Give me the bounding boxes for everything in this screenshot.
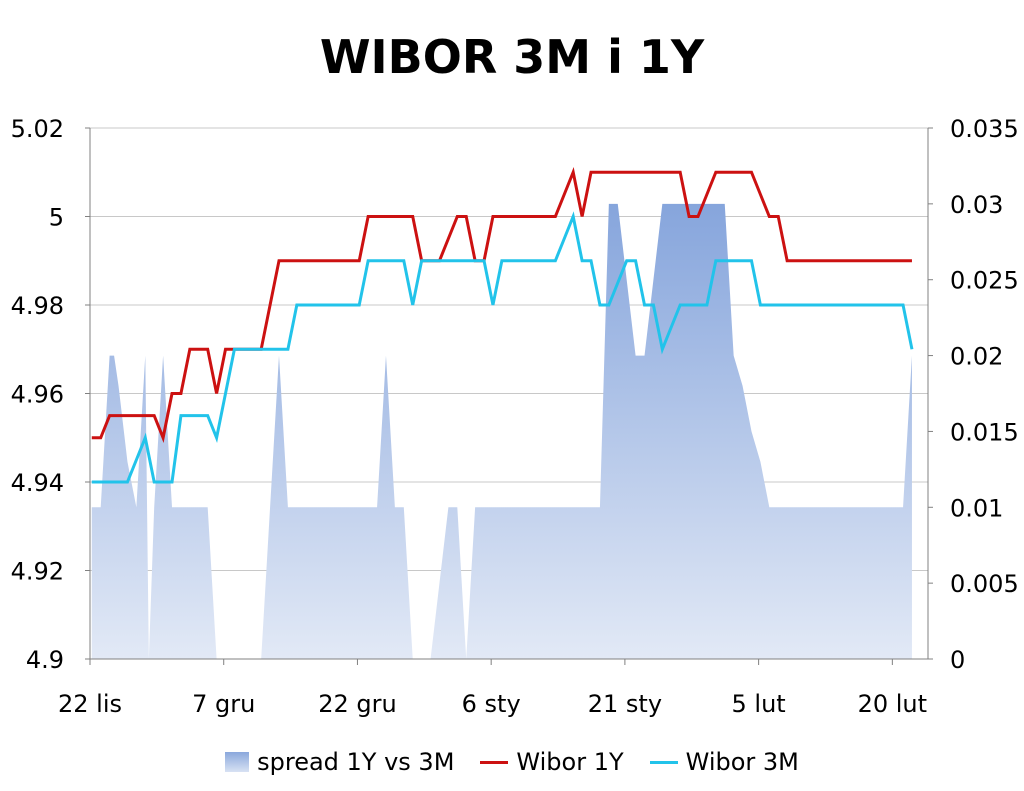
legend: spread 1Y vs 3M Wibor 1Y Wibor 3M bbox=[0, 748, 1024, 776]
legend-label-wibor-3m: Wibor 3M bbox=[685, 748, 799, 776]
axes bbox=[85, 127, 933, 665]
y-right-tick-label: 0.005 bbox=[950, 570, 1019, 598]
legend-swatch-wibor-3m bbox=[649, 760, 678, 764]
y-left-tick-label: 4.96 bbox=[11, 381, 64, 409]
y-left-tick-label: 5.02 bbox=[11, 115, 64, 143]
series-line-wibor-1y bbox=[91, 167, 912, 443]
x-tick-label: 22 lis bbox=[58, 690, 122, 718]
y-left-tick-label: 5 bbox=[49, 204, 64, 232]
y-left-tick-label: 4.9 bbox=[26, 646, 64, 674]
y-left-tick-label: 4.94 bbox=[11, 469, 64, 497]
y-right-tick-label: 0.01 bbox=[950, 494, 1003, 522]
legend-item-wibor-3m: Wibor 3M bbox=[649, 748, 799, 776]
y-right-tick-label: 0.035 bbox=[950, 115, 1019, 143]
chart-title: WIBOR 3M i 1Y bbox=[319, 30, 705, 84]
legend-label-wibor-1y: Wibor 1Y bbox=[516, 748, 624, 776]
tick-labels: 4.9 4.92 4.94 4.96 4.98 5 5.02 0 0.005 0.01 0.015 0… bbox=[11, 115, 1019, 718]
legend-item-wibor-1y: Wibor 1Y bbox=[480, 748, 624, 776]
series-area-spread bbox=[91, 203, 912, 659]
line-series-layer bbox=[91, 167, 914, 484]
area-series-layer bbox=[91, 203, 912, 659]
y-left-tick-label: 4.98 bbox=[11, 292, 64, 320]
legend-label-spread: spread 1Y vs 3M bbox=[257, 748, 455, 776]
y-left-tick-label: 4.92 bbox=[11, 558, 64, 586]
x-tick-label: 21 sty bbox=[588, 690, 662, 718]
x-tick-label: 22 gru bbox=[318, 690, 396, 718]
y-right-tick-label: 0 bbox=[950, 646, 965, 674]
y-right-tick-label: 0.02 bbox=[950, 343, 1003, 371]
x-tick-label: 7 gru bbox=[192, 690, 255, 718]
x-tick-label: 20 lut bbox=[858, 690, 927, 718]
legend-swatch-spread bbox=[225, 752, 250, 772]
x-tick-label: 5 lut bbox=[732, 690, 786, 718]
y-right-tick-label: 0.025 bbox=[950, 267, 1019, 295]
y-right-tick-label: 0.015 bbox=[950, 418, 1019, 446]
legend-item-spread: spread 1Y vs 3M bbox=[225, 748, 454, 776]
x-tick-label: 6 sty bbox=[462, 690, 521, 718]
y-right-tick-label: 0.03 bbox=[950, 191, 1003, 219]
legend-swatch-wibor-1y bbox=[480, 760, 509, 764]
series-line-wibor-3m bbox=[91, 211, 914, 484]
